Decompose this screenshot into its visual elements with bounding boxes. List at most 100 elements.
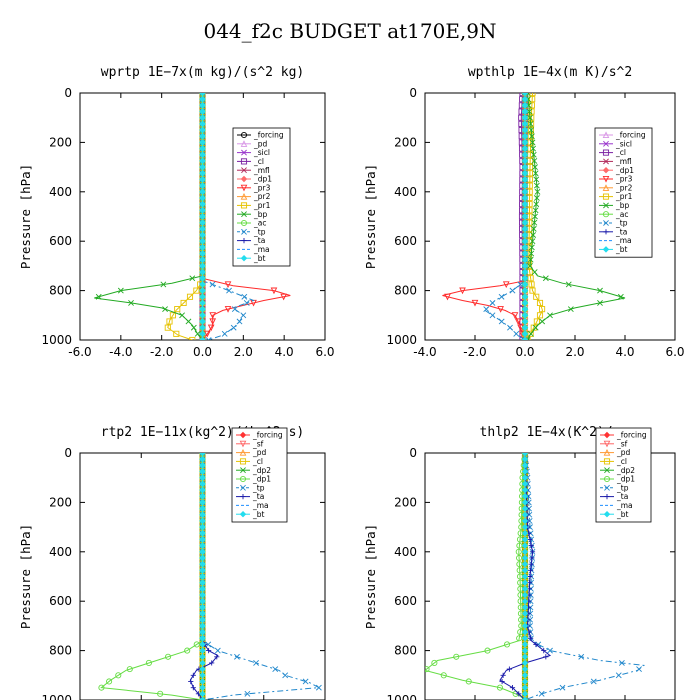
data-point xyxy=(189,336,196,340)
data-point xyxy=(533,176,540,183)
data-point xyxy=(539,318,546,325)
data-point xyxy=(199,237,206,245)
data-point xyxy=(199,604,206,611)
legend-label: _dp2 xyxy=(252,466,271,475)
data-point xyxy=(199,492,206,500)
data-point xyxy=(539,306,546,313)
legend-entry: _pr3 xyxy=(599,175,633,184)
data-point xyxy=(521,324,529,331)
series-bp xyxy=(94,93,206,340)
data-point xyxy=(528,250,535,257)
data-point xyxy=(209,281,216,288)
legend-marker xyxy=(241,228,247,235)
y-tick-label: 200 xyxy=(49,135,72,149)
x-tick-label: -2.0 xyxy=(463,345,486,359)
legend: _forcing_sicl_cl_mfl_dp1_pr3_pr2_pr1_bp_… xyxy=(594,127,653,258)
data-point xyxy=(199,453,206,456)
data-point xyxy=(272,666,279,673)
data-point xyxy=(497,306,504,313)
data-point xyxy=(194,330,201,337)
data-point xyxy=(489,312,496,319)
data-point xyxy=(199,530,206,537)
data-point xyxy=(157,690,164,697)
data-point xyxy=(543,654,549,660)
data-point xyxy=(199,585,206,593)
series-pr1 xyxy=(164,93,206,340)
data-point xyxy=(521,453,529,457)
y-tick-label: 0 xyxy=(409,86,417,100)
legend-entry: _bp xyxy=(599,201,630,210)
legend-marker xyxy=(604,467,610,474)
data-point xyxy=(199,139,206,146)
legend-entry: _pr2 xyxy=(237,192,271,201)
data-point xyxy=(521,305,529,313)
data-point xyxy=(521,102,529,109)
legend-label: _ta xyxy=(615,227,627,236)
data-point xyxy=(521,665,529,673)
data-point xyxy=(174,306,181,313)
data-point xyxy=(521,474,529,481)
legend-label: _cl xyxy=(616,457,627,466)
legend-marker xyxy=(240,140,248,147)
y-tick-label: 600 xyxy=(394,234,417,248)
data-point xyxy=(199,517,206,525)
data-point xyxy=(532,207,539,214)
legend-label: _cl xyxy=(253,157,264,166)
data-point xyxy=(521,616,529,623)
data-point xyxy=(199,468,206,475)
panel-title: thlp2 1E−4x(K^2)/s xyxy=(480,425,621,440)
data-point xyxy=(521,120,529,128)
data-point xyxy=(214,647,221,654)
legend-marker xyxy=(239,475,247,483)
legend-label: _forcing xyxy=(615,131,646,140)
data-point xyxy=(521,330,529,338)
data-point xyxy=(522,93,528,96)
y-tick-label: 400 xyxy=(49,545,72,559)
data-point xyxy=(199,324,206,331)
panel-2: wpthlp 1E−4x(m K)/s^2 Pressure [hPa] 0 200 4… xyxy=(363,65,685,359)
data-point xyxy=(484,647,491,654)
data-point xyxy=(199,176,206,183)
data-point xyxy=(199,505,206,512)
data-point xyxy=(521,188,529,196)
y-tick-label: 600 xyxy=(394,594,417,608)
data-point xyxy=(521,170,529,177)
x-tick-label: -6.0 xyxy=(68,345,91,359)
data-point xyxy=(521,653,529,661)
data-point xyxy=(224,306,232,313)
legend-entry: _ta xyxy=(599,227,627,236)
legend-marker xyxy=(602,149,610,156)
data-point xyxy=(471,299,479,307)
data-point xyxy=(199,499,206,506)
data-point xyxy=(529,555,535,561)
legend-entry: _pr3 xyxy=(237,183,271,192)
data-point xyxy=(521,293,529,301)
data-point xyxy=(199,200,206,208)
data-point xyxy=(521,499,529,506)
data-point xyxy=(528,133,535,140)
data-point xyxy=(521,250,529,257)
data-point xyxy=(188,678,194,685)
data-point xyxy=(532,170,539,177)
legend-entry: _forcing xyxy=(599,131,646,140)
legend: _forcing_sf_pd_cl_dp2_dp1_tp_ta_ma_bt xyxy=(231,427,288,523)
data-point xyxy=(636,666,642,673)
data-point xyxy=(517,281,524,288)
data-point xyxy=(489,300,496,306)
y-tick-label: 0 xyxy=(64,86,72,100)
legend-marker xyxy=(603,448,611,456)
x-tick-label: 4.0 xyxy=(275,345,294,359)
legend-label: _tp xyxy=(253,227,266,236)
legend-entry: _mfl xyxy=(599,157,632,166)
data-point xyxy=(214,654,220,660)
data-point xyxy=(521,505,529,512)
data-point xyxy=(204,330,211,338)
y-tick-label: 600 xyxy=(49,594,72,608)
data-point xyxy=(205,337,212,340)
data-point xyxy=(521,647,529,654)
data-point xyxy=(532,213,538,220)
data-point xyxy=(205,641,212,648)
data-point xyxy=(521,672,529,679)
legend-marker xyxy=(239,458,247,465)
data-point xyxy=(531,158,538,164)
